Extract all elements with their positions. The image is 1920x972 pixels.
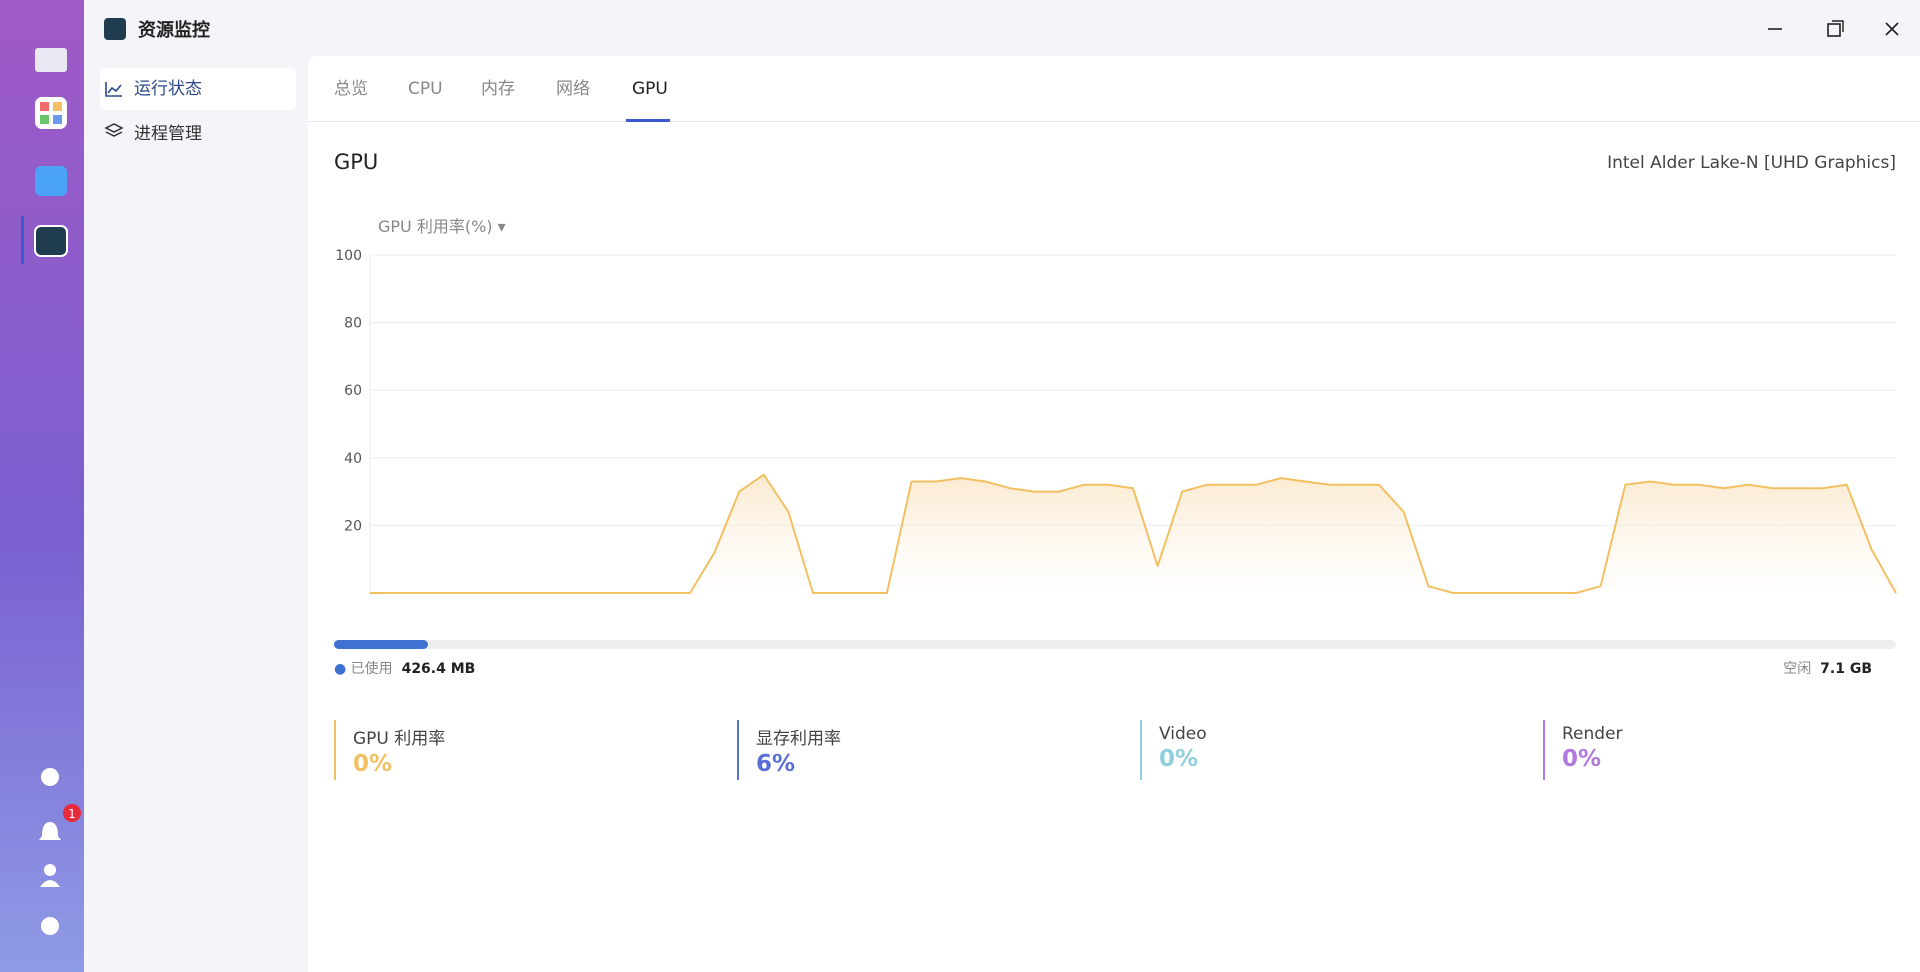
memory-fill: [334, 640, 428, 649]
line: [370, 473, 1897, 594]
sync-icon[interactable]: [41, 768, 59, 786]
tab-indicator: [626, 119, 670, 122]
monitor-icon[interactable]: [34, 225, 68, 257]
sidebar: [84, 56, 308, 972]
bell-icon[interactable]: [39, 822, 61, 840]
badge: 1: [68, 807, 76, 821]
apps-icon[interactable]: [35, 97, 67, 129]
dock-icons: 1: [21, 48, 81, 935]
tab[interactable]: 内存: [481, 79, 515, 99]
chart: 20 40 60 80 100: [335, 248, 1897, 594]
maximize[interactable]: [1827, 23, 1841, 37]
stat: Render 0%: [1543, 720, 1623, 780]
window-controls: [1768, 20, 1899, 37]
y-tick-label: 60: [344, 383, 362, 399]
stat: 显存利用率 6%: [737, 720, 841, 780]
stat-value: 0%: [1159, 746, 1199, 772]
window-title: 资源监控: [138, 20, 210, 41]
y-tick-label: 100: [335, 248, 362, 264]
tab-divider: [308, 121, 1920, 122]
memory-used: ● 已使用 426.4 MB: [334, 661, 476, 677]
dock: 1: [0, 0, 84, 972]
y-tick-label: 80: [344, 316, 362, 332]
used-label: 已使用: [350, 661, 393, 677]
close[interactable]: [1885, 22, 1899, 36]
stat-name: 显存利用率: [756, 729, 841, 749]
section-heading: GPU: [334, 150, 379, 174]
tab[interactable]: 总览: [334, 79, 368, 99]
stat-value: 6%: [756, 751, 796, 777]
stat-name: Render: [1562, 724, 1623, 744]
used-value: 426.4 MB: [401, 661, 476, 677]
y-tick-label: 20: [344, 518, 362, 534]
memory-track: [334, 640, 1896, 649]
nav-item[interactable]: 运行状态: [100, 68, 296, 110]
metric-label: GPU 利用率(%): [378, 217, 493, 236]
stat: Video 0%: [1140, 720, 1207, 780]
free-value: 7.1 GB: [1820, 661, 1872, 677]
tab[interactable]: CPU: [408, 79, 443, 99]
y-tick-label: 40: [344, 451, 362, 467]
area: [370, 474, 1896, 593]
memory-free: 空闲 7.1 GB: [1783, 658, 1872, 678]
metric-select[interactable]: GPU 利用率(%) ▾: [378, 217, 506, 236]
nav-icons: [104, 82, 124, 137]
desktop-icon[interactable]: [35, 48, 67, 72]
device-name: Intel Alder Lake-N [UHD Graphics]: [1607, 153, 1896, 173]
free-label: 空闲: [1783, 661, 1812, 677]
nav-item[interactable]: 进程管理: [134, 124, 202, 144]
stat-value: 0%: [1562, 746, 1602, 772]
tab[interactable]: GPU: [632, 79, 668, 99]
user-icon[interactable]: [44, 864, 56, 876]
stat-name: GPU 利用率: [353, 729, 446, 749]
stat-name: Video: [1159, 724, 1207, 744]
stat-value: 0%: [353, 751, 393, 777]
tab[interactable]: 网络: [556, 79, 590, 99]
stat: GPU 利用率 0%: [334, 720, 445, 780]
app-icon: [104, 18, 126, 40]
settings-icon[interactable]: [41, 917, 59, 935]
files-icon[interactable]: [35, 166, 67, 196]
